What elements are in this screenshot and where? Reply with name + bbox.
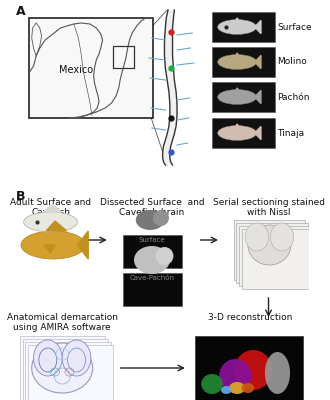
- Ellipse shape: [221, 386, 232, 394]
- Bar: [28, 345, 113, 400]
- Ellipse shape: [34, 340, 62, 376]
- Ellipse shape: [219, 359, 251, 393]
- Text: Adult Surface and
Cavefish: Adult Surface and Cavefish: [10, 198, 91, 218]
- Ellipse shape: [21, 231, 85, 259]
- Ellipse shape: [270, 223, 294, 251]
- Polygon shape: [255, 126, 261, 140]
- Bar: [212, 47, 275, 77]
- Bar: [212, 118, 275, 148]
- Ellipse shape: [32, 343, 93, 393]
- Text: Tinaja: Tinaja: [278, 128, 305, 138]
- Ellipse shape: [229, 382, 245, 394]
- Text: Dissected Surface  and
Cavefish brain: Dissected Surface and Cavefish brain: [100, 198, 204, 218]
- Bar: [236, 223, 308, 283]
- Text: Mexico: Mexico: [59, 65, 93, 75]
- Text: Anatomical demarcation
using AMIRA software: Anatomical demarcation using AMIRA softw…: [7, 313, 118, 332]
- Polygon shape: [232, 88, 244, 97]
- Polygon shape: [163, 10, 177, 165]
- Bar: [123, 235, 182, 268]
- Bar: [123, 273, 182, 306]
- Ellipse shape: [24, 212, 78, 232]
- Text: Molino: Molino: [278, 58, 307, 66]
- Text: 3-D reconstruction: 3-D reconstruction: [208, 313, 293, 322]
- Ellipse shape: [265, 352, 290, 394]
- Bar: [29, 18, 153, 118]
- Ellipse shape: [245, 223, 269, 251]
- Ellipse shape: [62, 340, 91, 376]
- Bar: [242, 229, 314, 289]
- Text: Pachón: Pachón: [278, 92, 310, 102]
- Text: B: B: [16, 190, 25, 203]
- Bar: [195, 336, 303, 400]
- Bar: [23, 339, 108, 400]
- Ellipse shape: [201, 374, 223, 394]
- Polygon shape: [43, 204, 61, 212]
- Bar: [239, 226, 311, 286]
- Text: Surface: Surface: [278, 22, 312, 32]
- Bar: [234, 220, 305, 280]
- Text: Cave-Pachón: Cave-Pachón: [129, 275, 175, 281]
- Bar: [20, 336, 105, 400]
- Polygon shape: [255, 55, 261, 69]
- Polygon shape: [255, 90, 261, 104]
- Ellipse shape: [218, 20, 257, 34]
- Ellipse shape: [153, 210, 169, 226]
- Ellipse shape: [248, 225, 291, 265]
- Bar: [113, 46, 134, 68]
- Polygon shape: [232, 53, 244, 62]
- Ellipse shape: [136, 210, 164, 230]
- Ellipse shape: [218, 90, 257, 104]
- Ellipse shape: [218, 126, 257, 140]
- Ellipse shape: [242, 383, 254, 393]
- Text: Serial sectioning stained
with Nissl: Serial sectioning stained with Nissl: [213, 198, 324, 218]
- Text: A: A: [16, 5, 25, 18]
- Polygon shape: [43, 245, 55, 253]
- Polygon shape: [232, 124, 244, 133]
- Polygon shape: [232, 18, 244, 27]
- Bar: [212, 12, 275, 42]
- Text: Surface: Surface: [139, 237, 165, 243]
- Bar: [25, 342, 111, 400]
- Ellipse shape: [134, 246, 170, 274]
- Ellipse shape: [155, 247, 174, 265]
- Bar: [212, 82, 275, 112]
- Polygon shape: [78, 231, 88, 259]
- Polygon shape: [46, 221, 67, 231]
- Ellipse shape: [234, 350, 272, 390]
- Ellipse shape: [218, 54, 257, 70]
- Polygon shape: [255, 20, 261, 34]
